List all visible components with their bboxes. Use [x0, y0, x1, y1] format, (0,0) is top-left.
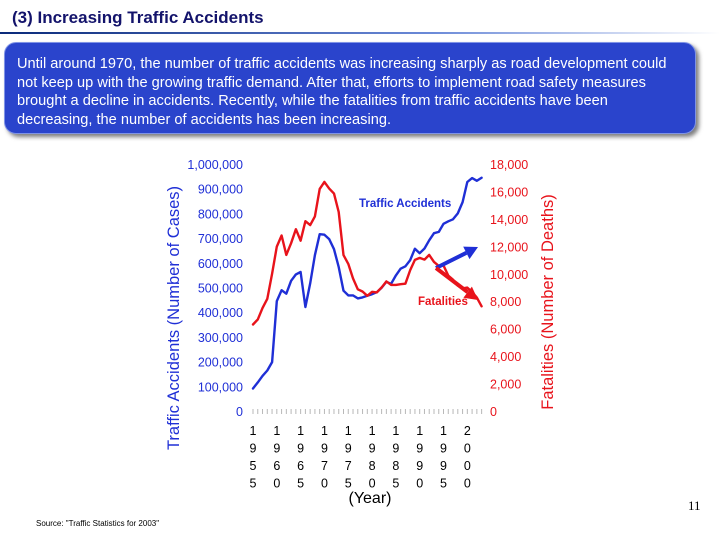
- right-axis-tick-label: 10,000: [490, 268, 528, 282]
- fatalities-down-arrow-shaft: [434, 266, 469, 294]
- right-axis-tick-label: 6,000: [490, 323, 521, 337]
- right-axis-tick-label: 18,000: [490, 158, 528, 172]
- traffic-accidents-label: Traffic Accidents: [359, 198, 451, 210]
- right-axis-title: Fatalities (Number of Deaths): [539, 194, 557, 410]
- source-note: Source: "Traffic Statistics for 2003": [36, 519, 160, 528]
- left-axis-title: Traffic Accidents (Number of Cases): [165, 186, 183, 450]
- left-axis-tick-label: 600,000: [198, 257, 243, 271]
- fatalities-label: Fatalities: [418, 296, 468, 308]
- right-axis-tick-label: 4,000: [490, 350, 521, 364]
- left-axis-tick-label: 400,000: [198, 306, 243, 320]
- accidents-up-arrow-shaft: [435, 251, 468, 270]
- left-axis-tick-label: 0: [236, 405, 243, 419]
- left-axis-tick-label: 1,000,000: [187, 158, 243, 172]
- right-axis-tick-label: 14,000: [490, 213, 528, 227]
- fatalities-down-arrow-head: [463, 286, 478, 300]
- accidents-up-arrow-head: [463, 246, 478, 260]
- left-axis-tick-label: 900,000: [198, 183, 243, 197]
- right-axis-tick-label: 16,000: [490, 185, 528, 199]
- page-number: 11: [688, 498, 701, 513]
- left-axis-tick-label: 700,000: [198, 232, 243, 246]
- right-axis-tick-label: 8,000: [490, 295, 521, 309]
- left-axis-tick-label: 100,000: [198, 380, 243, 394]
- summary-text-box: Until around 1970, the number of traffic…: [4, 42, 696, 134]
- right-axis-tick-label: 2,000: [490, 378, 521, 392]
- x-axis-title: (Year): [349, 490, 392, 507]
- left-axis-tick-label: 200,000: [198, 356, 243, 370]
- title-underline: [0, 32, 720, 34]
- right-axis-tick-label: 0: [490, 405, 497, 419]
- right-axis-tick-label: 12,000: [490, 240, 528, 254]
- slide-title: (3) Increasing Traffic Accidents: [12, 8, 264, 27]
- left-axis-tick-label: 500,000: [198, 282, 243, 296]
- left-axis-tick-label: 800,000: [198, 207, 243, 221]
- left-axis-tick-label: 300,000: [198, 331, 243, 345]
